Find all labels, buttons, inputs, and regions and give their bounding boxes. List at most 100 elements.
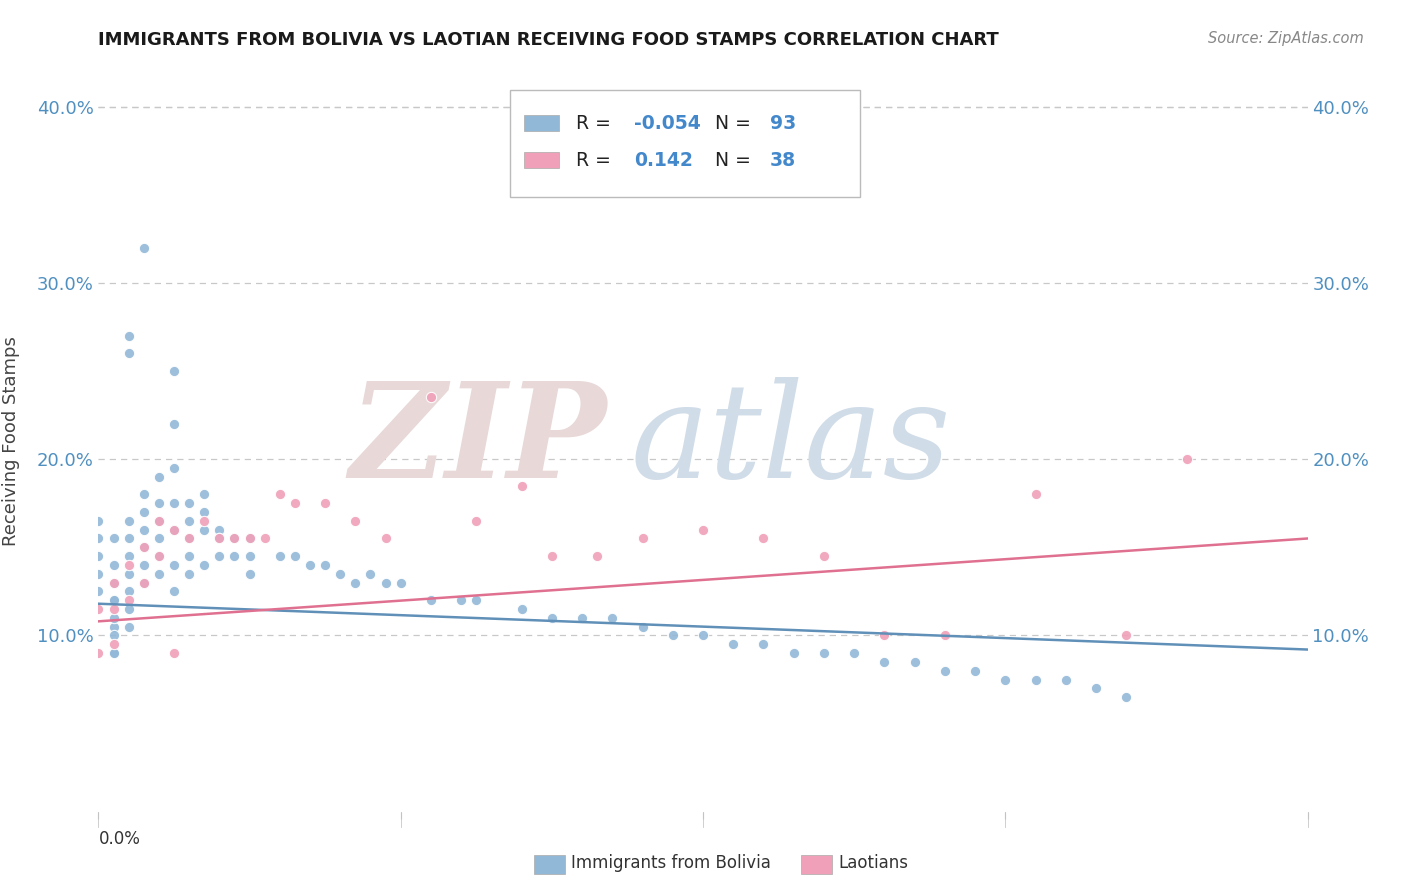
Point xyxy=(103,646,125,660)
Point xyxy=(374,575,396,590)
Point xyxy=(692,523,714,537)
Text: R =: R = xyxy=(576,113,617,133)
Point xyxy=(1085,681,1108,696)
Point xyxy=(389,575,412,590)
Point xyxy=(118,602,141,616)
Point xyxy=(631,532,654,546)
Point xyxy=(118,558,141,572)
Point xyxy=(163,417,186,431)
Point xyxy=(465,514,488,528)
Point xyxy=(118,328,141,343)
Point xyxy=(208,532,231,546)
Point xyxy=(87,549,110,563)
Bar xyxy=(524,115,558,131)
Point xyxy=(103,575,125,590)
Point xyxy=(118,346,141,360)
Point xyxy=(87,532,110,546)
Point xyxy=(1054,673,1077,687)
Point xyxy=(329,566,352,581)
Point xyxy=(103,602,125,616)
Point xyxy=(87,602,110,616)
Point xyxy=(87,646,110,660)
Point xyxy=(631,619,654,633)
Point xyxy=(132,523,155,537)
Point xyxy=(224,532,246,546)
Point xyxy=(465,593,488,607)
Point xyxy=(752,532,775,546)
Point xyxy=(344,575,367,590)
Point xyxy=(103,593,125,607)
Point xyxy=(586,549,609,563)
Point xyxy=(103,611,125,625)
Point xyxy=(571,611,593,625)
Point xyxy=(148,496,170,510)
Point xyxy=(118,593,141,607)
Point xyxy=(239,549,262,563)
Point xyxy=(163,523,186,537)
Point xyxy=(540,549,562,563)
Point xyxy=(344,514,367,528)
Text: N =: N = xyxy=(716,113,756,133)
Point xyxy=(148,566,170,581)
Point xyxy=(163,461,186,475)
Point xyxy=(163,523,186,537)
Point xyxy=(844,646,866,660)
Point xyxy=(360,566,382,581)
Point xyxy=(752,637,775,651)
Point xyxy=(87,584,110,599)
Point xyxy=(692,628,714,642)
Point xyxy=(208,523,231,537)
Text: Immigrants from Bolivia: Immigrants from Bolivia xyxy=(571,855,770,872)
Text: Source: ZipAtlas.com: Source: ZipAtlas.com xyxy=(1208,31,1364,46)
Point xyxy=(193,505,215,519)
Point xyxy=(148,549,170,563)
Point xyxy=(118,514,141,528)
Point xyxy=(118,619,141,633)
Point xyxy=(118,549,141,563)
Point xyxy=(904,655,927,669)
Point xyxy=(148,470,170,484)
Point xyxy=(314,558,336,572)
Text: 0.0%: 0.0% xyxy=(98,830,141,848)
Point xyxy=(934,664,956,678)
Text: atlas: atlas xyxy=(630,377,950,506)
Point xyxy=(1025,673,1047,687)
Point xyxy=(284,549,307,563)
Point xyxy=(179,549,201,563)
Point xyxy=(299,558,322,572)
Point xyxy=(374,532,396,546)
Point xyxy=(540,611,562,625)
Point xyxy=(193,523,215,537)
Point xyxy=(253,532,276,546)
Point xyxy=(873,655,896,669)
Point xyxy=(103,637,125,651)
Point xyxy=(934,628,956,642)
Point xyxy=(163,496,186,510)
Point xyxy=(103,619,125,633)
Point xyxy=(239,532,262,546)
Text: N =: N = xyxy=(716,151,756,169)
Point xyxy=(723,637,745,651)
Y-axis label: Receiving Food Stamps: Receiving Food Stamps xyxy=(1,336,20,547)
Point xyxy=(224,549,246,563)
Text: 93: 93 xyxy=(769,113,796,133)
Point xyxy=(510,478,533,492)
Point xyxy=(269,549,291,563)
Point xyxy=(193,487,215,501)
Point xyxy=(163,646,186,660)
Point xyxy=(103,558,125,572)
Point xyxy=(118,584,141,599)
FancyBboxPatch shape xyxy=(509,90,860,197)
Point xyxy=(873,628,896,642)
Point xyxy=(1115,628,1137,642)
Point xyxy=(450,593,472,607)
Point xyxy=(103,646,125,660)
Bar xyxy=(524,152,558,169)
Point xyxy=(132,575,155,590)
Text: 38: 38 xyxy=(769,151,796,169)
Point xyxy=(163,584,186,599)
Point xyxy=(208,549,231,563)
Point xyxy=(965,664,987,678)
Point xyxy=(118,566,141,581)
Point xyxy=(813,549,835,563)
